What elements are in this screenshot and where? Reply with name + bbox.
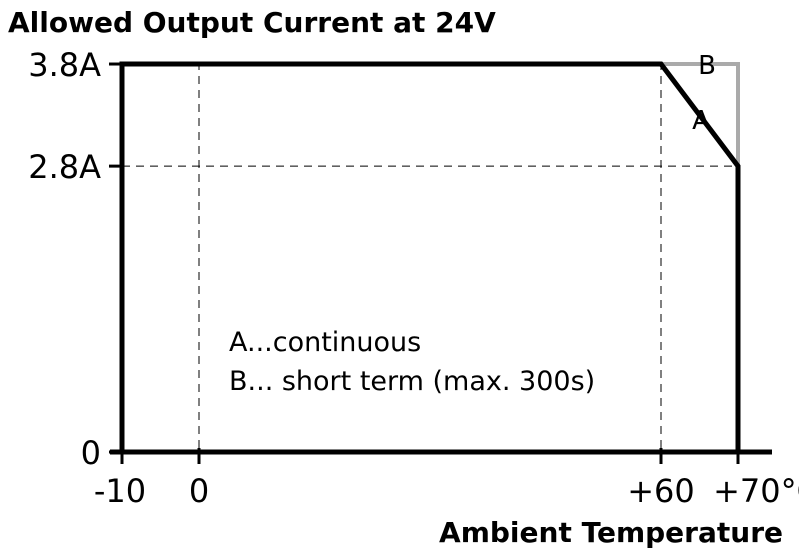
y-tick-label-0: 0 [81,434,101,472]
series-line-b [661,62,740,167]
legend-entry-b: B... short term (max. 300s) [229,366,595,397]
y-tick-label-1: 2.8A [28,148,101,186]
series-label-b: B [698,51,716,81]
x-tick-label-3: +70°C [713,472,799,510]
series-label-a: A [692,106,710,136]
legend-entry-a: A...continuous [229,327,421,358]
x-axis-label: Ambient Temperature [439,516,783,549]
reference-gridlines [122,62,738,452]
x-tick-label-2: +60 [627,472,695,510]
chart-title: Allowed Output Current at 24V [8,6,496,39]
y-tick-label-2: 3.8A [28,46,101,84]
tick-labels: -100+60+70°C02.8A3.8A [28,46,799,510]
x-tick-label-1: 0 [189,472,209,510]
axes [109,62,772,464]
series-line-a [119,61,741,452]
x-tick-label-0: -10 [94,472,146,510]
series-layer [119,61,741,452]
